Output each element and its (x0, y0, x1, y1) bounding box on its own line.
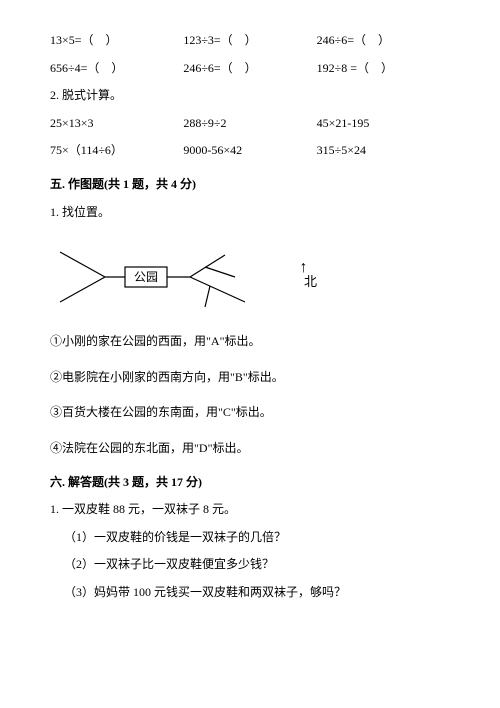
equation-row-2: 656÷4=（ ） 246÷6=（ ） 192÷8 =（ ） (50, 58, 450, 80)
equation: 192÷8 =（ ） (317, 58, 450, 80)
q6-1-1: （1）一双皮鞋的价钱是一双袜子的几倍？ (50, 527, 450, 549)
equation: 315÷5×24 (317, 140, 450, 162)
north-indicator: ↑ 北 (290, 260, 317, 293)
q5-1-3: ③百货大楼在公园的东南面，用"C"标出。 (50, 402, 450, 424)
north-text: 北 (304, 270, 317, 293)
equation-row-4: 75×（114÷6） 9000-56×42 315÷5×24 (50, 140, 450, 162)
park-diagram: 公园 (50, 237, 260, 317)
section-6-title: 六. 解答题(共 3 题，共 17 分) (50, 472, 450, 494)
equation: 9000-56×42 (183, 140, 316, 162)
equation: 123÷3=（ ） (183, 30, 316, 52)
equation: 25×13×3 (50, 113, 183, 135)
q6-1-2: （2）一双袜子比一双皮鞋便宜多少钱？ (50, 554, 450, 576)
q6-1-title: 1. 一双皮鞋 88 元，一双袜子 8 元。 (50, 499, 450, 521)
q5-1-4: ④法院在公园的东北面，用"D"标出。 (50, 438, 450, 460)
q6-1-3: （3）妈妈带 100 元钱买一双皮鞋和两双袜子，够吗？ (50, 582, 450, 604)
park-label: 公园 (134, 270, 158, 284)
diagram-area: 公园 ↑ 北 (50, 237, 450, 317)
equation: 45×21-195 (317, 113, 450, 135)
equation-row-3: 25×13×3 288÷9÷2 45×21-195 (50, 113, 450, 135)
equation: 246÷6=（ ） (183, 58, 316, 80)
equation: 656÷4=（ ） (50, 58, 183, 80)
section-5-title: 五. 作图题(共 1 题，共 4 分) (50, 174, 450, 196)
q5-1-title: 1. 找位置。 (50, 202, 450, 224)
q5-1-1: ①小刚的家在公园的西面，用"A"标出。 (50, 331, 450, 353)
equation-row-1: 13×5=（ ） 123÷3=（ ） 246÷6=（ ） (50, 30, 450, 52)
equation: 75×（114÷6） (50, 140, 183, 162)
q5-1-2: ②电影院在小刚家的西南方向，用"B"标出。 (50, 367, 450, 389)
equation: 13×5=（ ） (50, 30, 183, 52)
equation: 246÷6=（ ） (317, 30, 450, 52)
subtitle-2: 2. 脱式计算。 (50, 85, 450, 107)
equation: 288÷9÷2 (183, 113, 316, 135)
